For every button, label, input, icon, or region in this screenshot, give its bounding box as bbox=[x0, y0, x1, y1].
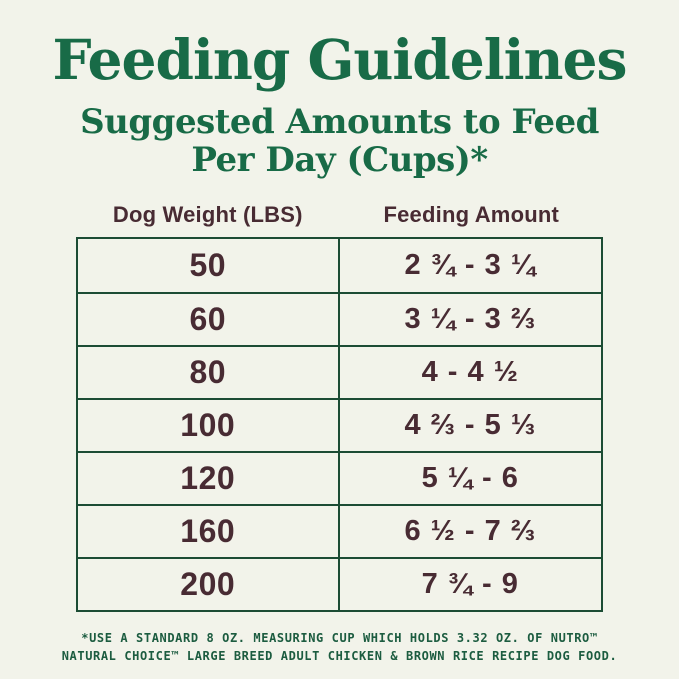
page-title: Feeding Guidelines bbox=[52, 27, 627, 92]
dog-weight-cell: 50 bbox=[78, 238, 340, 292]
feeding-amount-cell: 6 ½ - 7 ⅔ bbox=[404, 514, 536, 547]
footnote-line2: NATURAL CHOICE™ LARGE BREED ADULT CHICKE… bbox=[61, 648, 618, 663]
feeding-amount-cell: 3 ¼ - 3 ⅔ bbox=[404, 302, 536, 335]
feeding-amount-cell: 5 ¼ - 6 bbox=[421, 461, 519, 494]
dog-weight-cell: 120 bbox=[78, 452, 340, 504]
feeding-amount-cell: 2 ¾ - 3 ¼ bbox=[404, 248, 536, 281]
feeding-amount-cell: 7 ¾ - 9 bbox=[421, 567, 519, 600]
dog-weight-cell: 80 bbox=[78, 346, 340, 398]
page-subtitle: Suggested Amounts to Feed Per Day (Cups)… bbox=[0, 103, 679, 179]
table-row: 50 2 ¾ - 3 ¼ bbox=[78, 238, 601, 292]
table-row: 200 7 ¾ - 9 bbox=[78, 556, 601, 610]
dog-weight-cell: 60 bbox=[78, 293, 340, 345]
table-row: 60 3 ¼ - 3 ⅔ bbox=[78, 291, 601, 345]
footnote: *USE A STANDARD 8 OZ. MEASURING CUP WHIC… bbox=[0, 629, 679, 665]
dog-weight-cell: 100 bbox=[78, 399, 340, 451]
column-header-feeding-amount: Feeding Amount bbox=[383, 201, 560, 227]
table-row: 100 4 ⅔ - 5 ⅓ bbox=[78, 397, 601, 451]
column-header-dog-weight: Dog Weight (LBS) bbox=[112, 201, 303, 227]
table-row: 160 6 ½ - 7 ⅔ bbox=[78, 503, 601, 557]
dog-weight-cell: 200 bbox=[78, 558, 340, 610]
table-row: 120 5 ¼ - 6 bbox=[78, 450, 601, 504]
subtitle-line2: Per Day (Cups)* bbox=[191, 140, 488, 181]
footnote-line1: *USE A STANDARD 8 OZ. MEASURING CUP WHIC… bbox=[81, 630, 598, 645]
table-column-headers: Dog Weight (LBS) Feeding Amount bbox=[76, 202, 603, 228]
table-row: 80 4 - 4 ½ bbox=[78, 344, 601, 398]
dog-weight-cell: 160 bbox=[78, 505, 340, 557]
feeding-table: 50 2 ¾ - 3 ¼ 60 3 ¼ - 3 ⅔ 80 4 - 4 ½ 100… bbox=[76, 236, 603, 612]
feeding-amount-cell: 4 - 4 ½ bbox=[421, 355, 519, 388]
feeding-amount-cell: 4 ⅔ - 5 ⅓ bbox=[404, 408, 536, 441]
subtitle-line1: Suggested Amounts to Feed bbox=[80, 102, 599, 143]
